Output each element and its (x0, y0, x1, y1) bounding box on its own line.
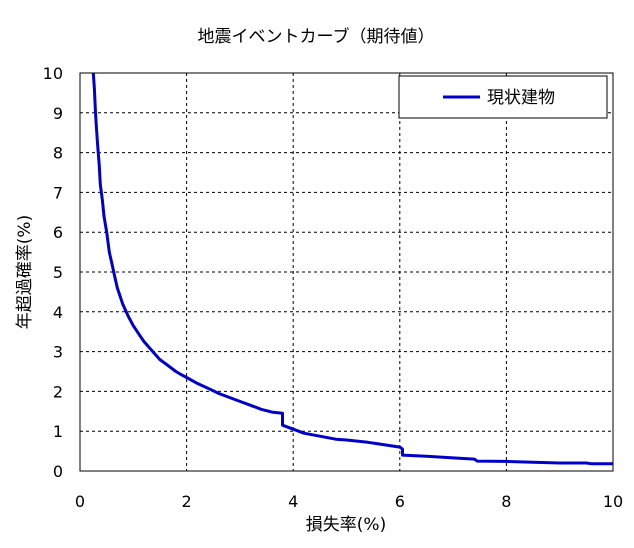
y-tick-label: 1 (53, 422, 63, 441)
series-layer (91, 72, 613, 466)
y-tick-label: 10 (43, 64, 63, 83)
legend-box (398, 75, 608, 119)
plot-frame (79, 72, 614, 472)
x-tick-label: 8 (501, 492, 511, 511)
y-tick-label: 2 (53, 382, 63, 401)
chart-title: 地震イベントカーブ（期待値） (198, 26, 435, 47)
legend: 現状建物 (398, 75, 608, 119)
x-tick-label: 4 (288, 492, 298, 511)
y-tick-label: 4 (53, 303, 63, 322)
y-tick-label: 9 (53, 104, 63, 123)
series-line (91, 72, 613, 466)
y-axis-label: 年超過確率(%) (15, 215, 35, 329)
x-tick-label: 10 (603, 492, 623, 511)
y-tick-label: 3 (53, 343, 63, 362)
y-tick-label: 7 (53, 183, 63, 202)
x-tick-label: 2 (182, 492, 192, 511)
y-tick-label: 8 (53, 144, 63, 163)
y-axis-ticks: 0 1 2 3 4 5 6 7 8 9 10 (43, 64, 63, 481)
legend-label: 現状建物 (487, 88, 555, 108)
x-tick-label: 0 (75, 492, 85, 511)
x-tick-label: 6 (395, 492, 405, 511)
y-tick-label: 5 (53, 263, 63, 282)
x-axis-label: 損失率(%) (306, 515, 386, 535)
x-axis-ticks: 0 2 4 6 8 10 (75, 492, 623, 511)
y-tick-label: 6 (53, 223, 63, 242)
y-tick-label: 0 (53, 462, 63, 481)
